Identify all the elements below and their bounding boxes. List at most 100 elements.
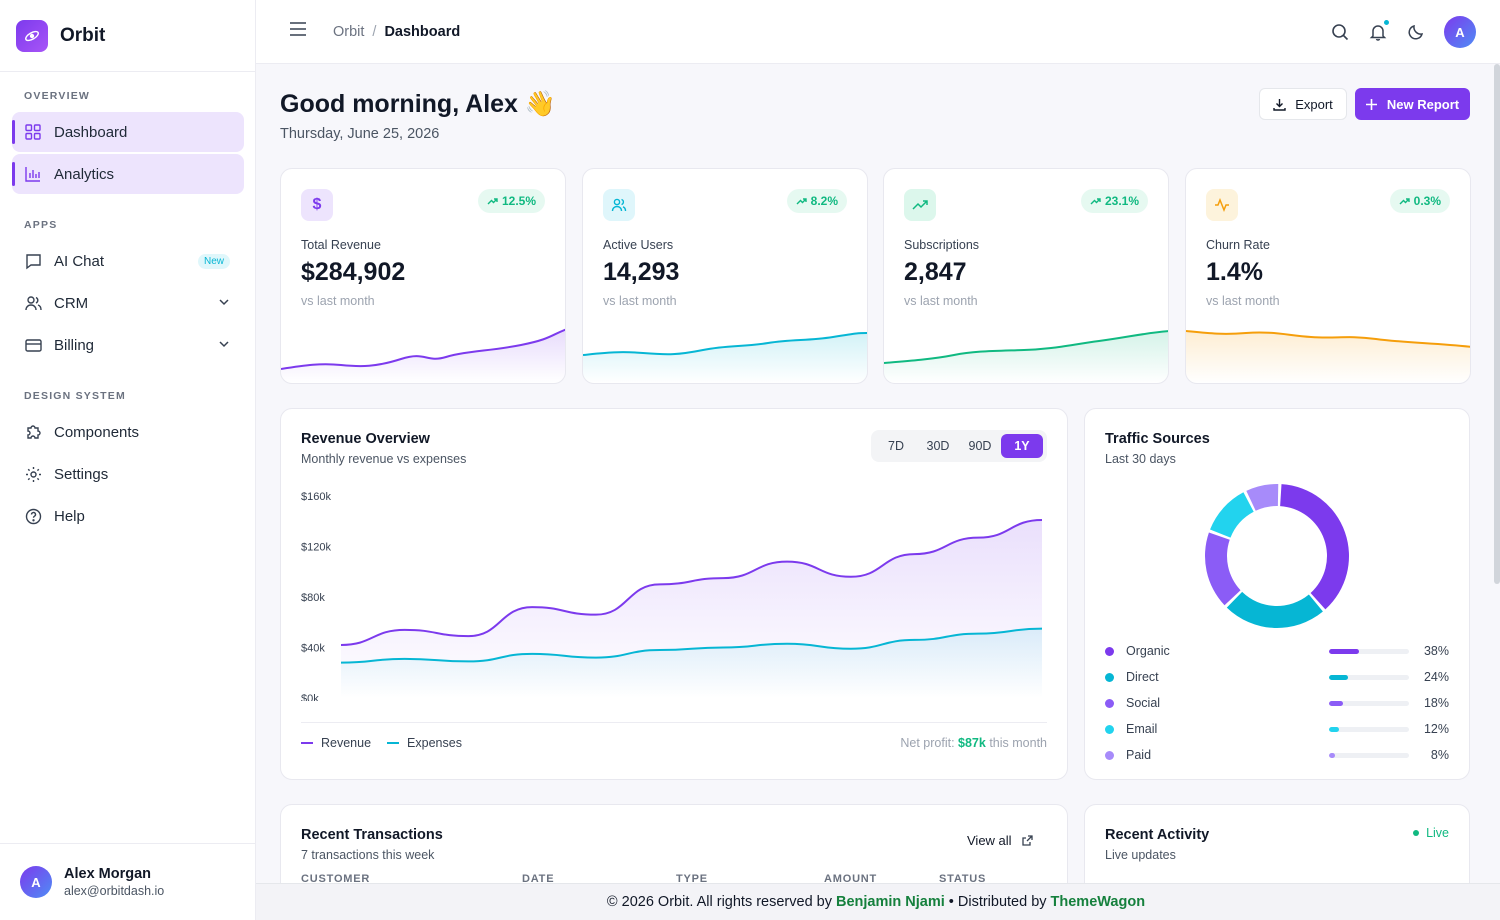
sidebar-item-analytics[interactable]: Analytics bbox=[12, 154, 244, 194]
kpi-subtext: vs last month bbox=[301, 294, 375, 308]
sidebar-item-settings[interactable]: Settings bbox=[12, 454, 244, 494]
moon-icon[interactable] bbox=[1400, 16, 1432, 48]
users-icon bbox=[24, 294, 42, 312]
orbit-logo-icon bbox=[16, 19, 48, 52]
range-90d[interactable]: 90D bbox=[968, 439, 992, 453]
column-header-type[interactable]: TYPE bbox=[676, 873, 708, 885]
breadcrumb-current: Dashboard bbox=[384, 23, 461, 40]
kpi-value: 2,847 bbox=[904, 258, 967, 286]
traffic-sources-card: Traffic Sources Last 30 days Organic 38%… bbox=[1084, 408, 1470, 780]
sidebar-item-label: Analytics bbox=[54, 165, 115, 183]
menu-icon[interactable] bbox=[289, 22, 307, 41]
download-icon bbox=[1273, 98, 1286, 111]
y-tick-label: $40k bbox=[301, 643, 325, 655]
chevron-down-icon[interactable] bbox=[218, 337, 230, 354]
sidebar-item-components[interactable]: Components bbox=[12, 412, 244, 452]
legend-swatch bbox=[387, 742, 400, 744]
breadcrumb-root[interactable]: Orbit bbox=[333, 23, 365, 40]
donut-slice-email[interactable] bbox=[1210, 492, 1254, 538]
user-profile[interactable]: A Alex Morgan alex@orbitdash.io bbox=[0, 843, 255, 920]
brand[interactable]: Orbit bbox=[0, 0, 255, 72]
sidebar-item-label: Components bbox=[54, 423, 140, 441]
column-header-customer[interactable]: CUSTOMER bbox=[301, 873, 371, 885]
sidebar-item-label: Billing bbox=[54, 336, 95, 354]
wave-emoji: 👋 bbox=[524, 90, 557, 118]
breadcrumb: Orbit / Dashboard bbox=[333, 24, 460, 40]
source-name: Paid bbox=[1126, 748, 1152, 762]
series-area-expenses bbox=[341, 628, 1042, 698]
card-title: Traffic Sources bbox=[1105, 431, 1210, 447]
column-header-date[interactable]: DATE bbox=[522, 873, 555, 885]
source-name: Social bbox=[1126, 696, 1161, 710]
kpi-subtext: vs last month bbox=[1206, 294, 1280, 308]
sidebar-item-label: Help bbox=[54, 507, 85, 525]
view-all-link[interactable]: View all bbox=[967, 833, 1033, 848]
kpi-value: 1.4% bbox=[1206, 258, 1263, 286]
notification-dot bbox=[1383, 19, 1390, 26]
sidebar-item-ai-chat[interactable]: AI Chat New bbox=[12, 241, 244, 281]
donut-slice-direct[interactable] bbox=[1226, 591, 1323, 628]
avatar: A bbox=[20, 866, 52, 898]
bell-icon[interactable] bbox=[1362, 16, 1394, 48]
progress-bar bbox=[1329, 752, 1409, 758]
source-percent: 18% bbox=[1423, 696, 1449, 710]
kpi-label: Subscriptions bbox=[904, 238, 980, 252]
author-link[interactable]: Benjamin Njami bbox=[835, 894, 945, 910]
user-email: alex@orbitdash.io bbox=[64, 884, 165, 898]
sidebar-item-label: AI Chat bbox=[54, 252, 105, 270]
traffic-row-paid: Paid 8% bbox=[1105, 745, 1449, 765]
traffic-donut-chart bbox=[1205, 484, 1349, 628]
legend-dot bbox=[1105, 750, 1114, 760]
kpi-card-subscriptions[interactable]: 23.1% Subscriptions 2,847 vs last month bbox=[883, 168, 1169, 384]
search-icon[interactable] bbox=[1324, 16, 1356, 48]
main-content: Good morning, Alex 👋 Thursday, June 25, … bbox=[256, 64, 1500, 920]
puzzle-icon bbox=[24, 423, 42, 441]
series-line-expenses bbox=[340, 627, 1043, 664]
avatar[interactable]: A bbox=[1444, 16, 1476, 48]
source-name: Email bbox=[1126, 722, 1158, 736]
export-button[interactable]: Export bbox=[1259, 88, 1347, 120]
subscriptions-sparkline bbox=[884, 330, 1168, 383]
y-tick-label: $160k bbox=[301, 491, 331, 503]
range-30d[interactable]: 30D bbox=[926, 439, 950, 453]
kpi-card-revenue[interactable]: $ 12.5% Total Revenue $284,902 vs last m… bbox=[280, 168, 566, 384]
new-report-label: New Report bbox=[1386, 96, 1460, 112]
range-7d[interactable]: 7D bbox=[888, 439, 904, 453]
distributor-link[interactable]: ThemeWagon bbox=[1050, 894, 1146, 910]
chevron-down-icon[interactable] bbox=[218, 295, 230, 312]
progress-bar bbox=[1329, 700, 1409, 706]
revenue-sparkline bbox=[281, 328, 565, 383]
legend-expenses: Expenses bbox=[407, 736, 462, 750]
donut-slice-paid[interactable] bbox=[1246, 484, 1279, 511]
legend-swatch bbox=[301, 742, 313, 744]
sidebar-item-crm[interactable]: CRM bbox=[12, 283, 244, 323]
kpi-card-churn[interactable]: 0.3% Churn Rate 1.4% vs last month bbox=[1185, 168, 1471, 384]
progress-bar bbox=[1329, 648, 1409, 654]
kpi-card-users[interactable]: 8.2% Active Users 14,293 vs last month bbox=[582, 168, 868, 384]
legend-revenue: Revenue bbox=[321, 736, 372, 750]
sidebar-item-help[interactable]: Help bbox=[12, 496, 244, 536]
change-badge: 8.2% bbox=[786, 189, 847, 213]
export-label: Export bbox=[1295, 96, 1333, 112]
progress-bar bbox=[1329, 726, 1409, 732]
chart-legend: Revenue Expenses bbox=[301, 736, 462, 750]
new-report-button[interactable]: New Report bbox=[1355, 88, 1470, 120]
card-title: Revenue Overview bbox=[301, 431, 430, 447]
scrollbar[interactable] bbox=[1494, 64, 1500, 584]
help-icon bbox=[24, 507, 42, 525]
donut-slice-organic[interactable] bbox=[1280, 484, 1349, 610]
range-toggle: 7D 30D 90D 1Y bbox=[871, 430, 1047, 462]
column-header-status[interactable]: STATUS bbox=[939, 873, 987, 885]
revenue-chart: $0k$40k$80k$120k$160kJanFebMarAprMayJunJ… bbox=[301, 491, 1043, 701]
churn-sparkline bbox=[1186, 330, 1470, 383]
gear-icon bbox=[24, 465, 42, 483]
sidebar-item-dashboard[interactable]: Dashboard bbox=[12, 112, 244, 152]
range-1y[interactable]: 1Y bbox=[1001, 434, 1043, 458]
column-header-amount[interactable]: AMOUNT bbox=[824, 873, 878, 885]
sidebar-item-billing[interactable]: Billing bbox=[12, 325, 244, 365]
donut-slice-social[interactable] bbox=[1205, 532, 1241, 606]
legend-dot bbox=[1105, 724, 1114, 734]
divider bbox=[301, 722, 1047, 723]
kpi-subtext: vs last month bbox=[603, 294, 677, 308]
users-icon bbox=[603, 189, 635, 221]
